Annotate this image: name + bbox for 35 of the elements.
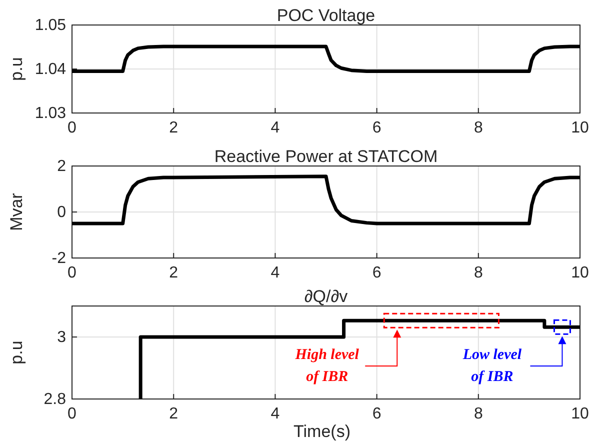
- y-tick-label: 2: [57, 158, 66, 176]
- x-tick-label: 8: [474, 405, 483, 422]
- x-tick-label: 2: [169, 119, 178, 136]
- x-tick-label: 6: [372, 264, 382, 282]
- x-tick-label: 2: [169, 264, 178, 282]
- x-tick-label: 6: [372, 119, 382, 136]
- x-tick-label: 10: [571, 119, 589, 136]
- chart-title: POC Voltage: [276, 6, 376, 25]
- x-tick-label: 4: [270, 264, 280, 282]
- x-tick-label: 10: [571, 264, 589, 282]
- x-axis-title: Time(s): [294, 422, 350, 441]
- y-axis-title: Mvar: [7, 192, 26, 231]
- y-axis-title: p.u: [7, 57, 26, 81]
- y-tick-label: 1.04: [34, 61, 66, 78]
- y-tick-label: 1.03: [34, 105, 66, 122]
- chart-title: Reactive Power at STATCOM: [214, 147, 438, 166]
- y-tick-label: 1.05: [34, 17, 66, 34]
- y-tick-label: 2.8: [44, 391, 66, 408]
- y-tick-label: -2: [52, 250, 66, 268]
- annotation: High level of IBR: [294, 347, 360, 385]
- x-tick-label: 4: [270, 119, 280, 136]
- x-tick-label: 8: [474, 119, 483, 136]
- line-series: [72, 174, 580, 226]
- x-tick-label: 10: [571, 405, 589, 422]
- x-tick-label: 4: [270, 405, 280, 422]
- x-tick-label: 8: [474, 264, 483, 282]
- x-tick-label: 2: [169, 405, 178, 422]
- chart-title: ∂Q/∂v: [304, 287, 348, 306]
- line-series: [72, 44, 580, 73]
- y-tick-label: 0: [57, 204, 66, 222]
- y-tick-label: 3: [57, 329, 66, 346]
- line-series: [138, 318, 580, 401]
- annotation: Low level of IBR: [462, 347, 522, 385]
- x-tick-label: 6: [372, 405, 382, 422]
- y-axis-title: p.u: [7, 340, 26, 364]
